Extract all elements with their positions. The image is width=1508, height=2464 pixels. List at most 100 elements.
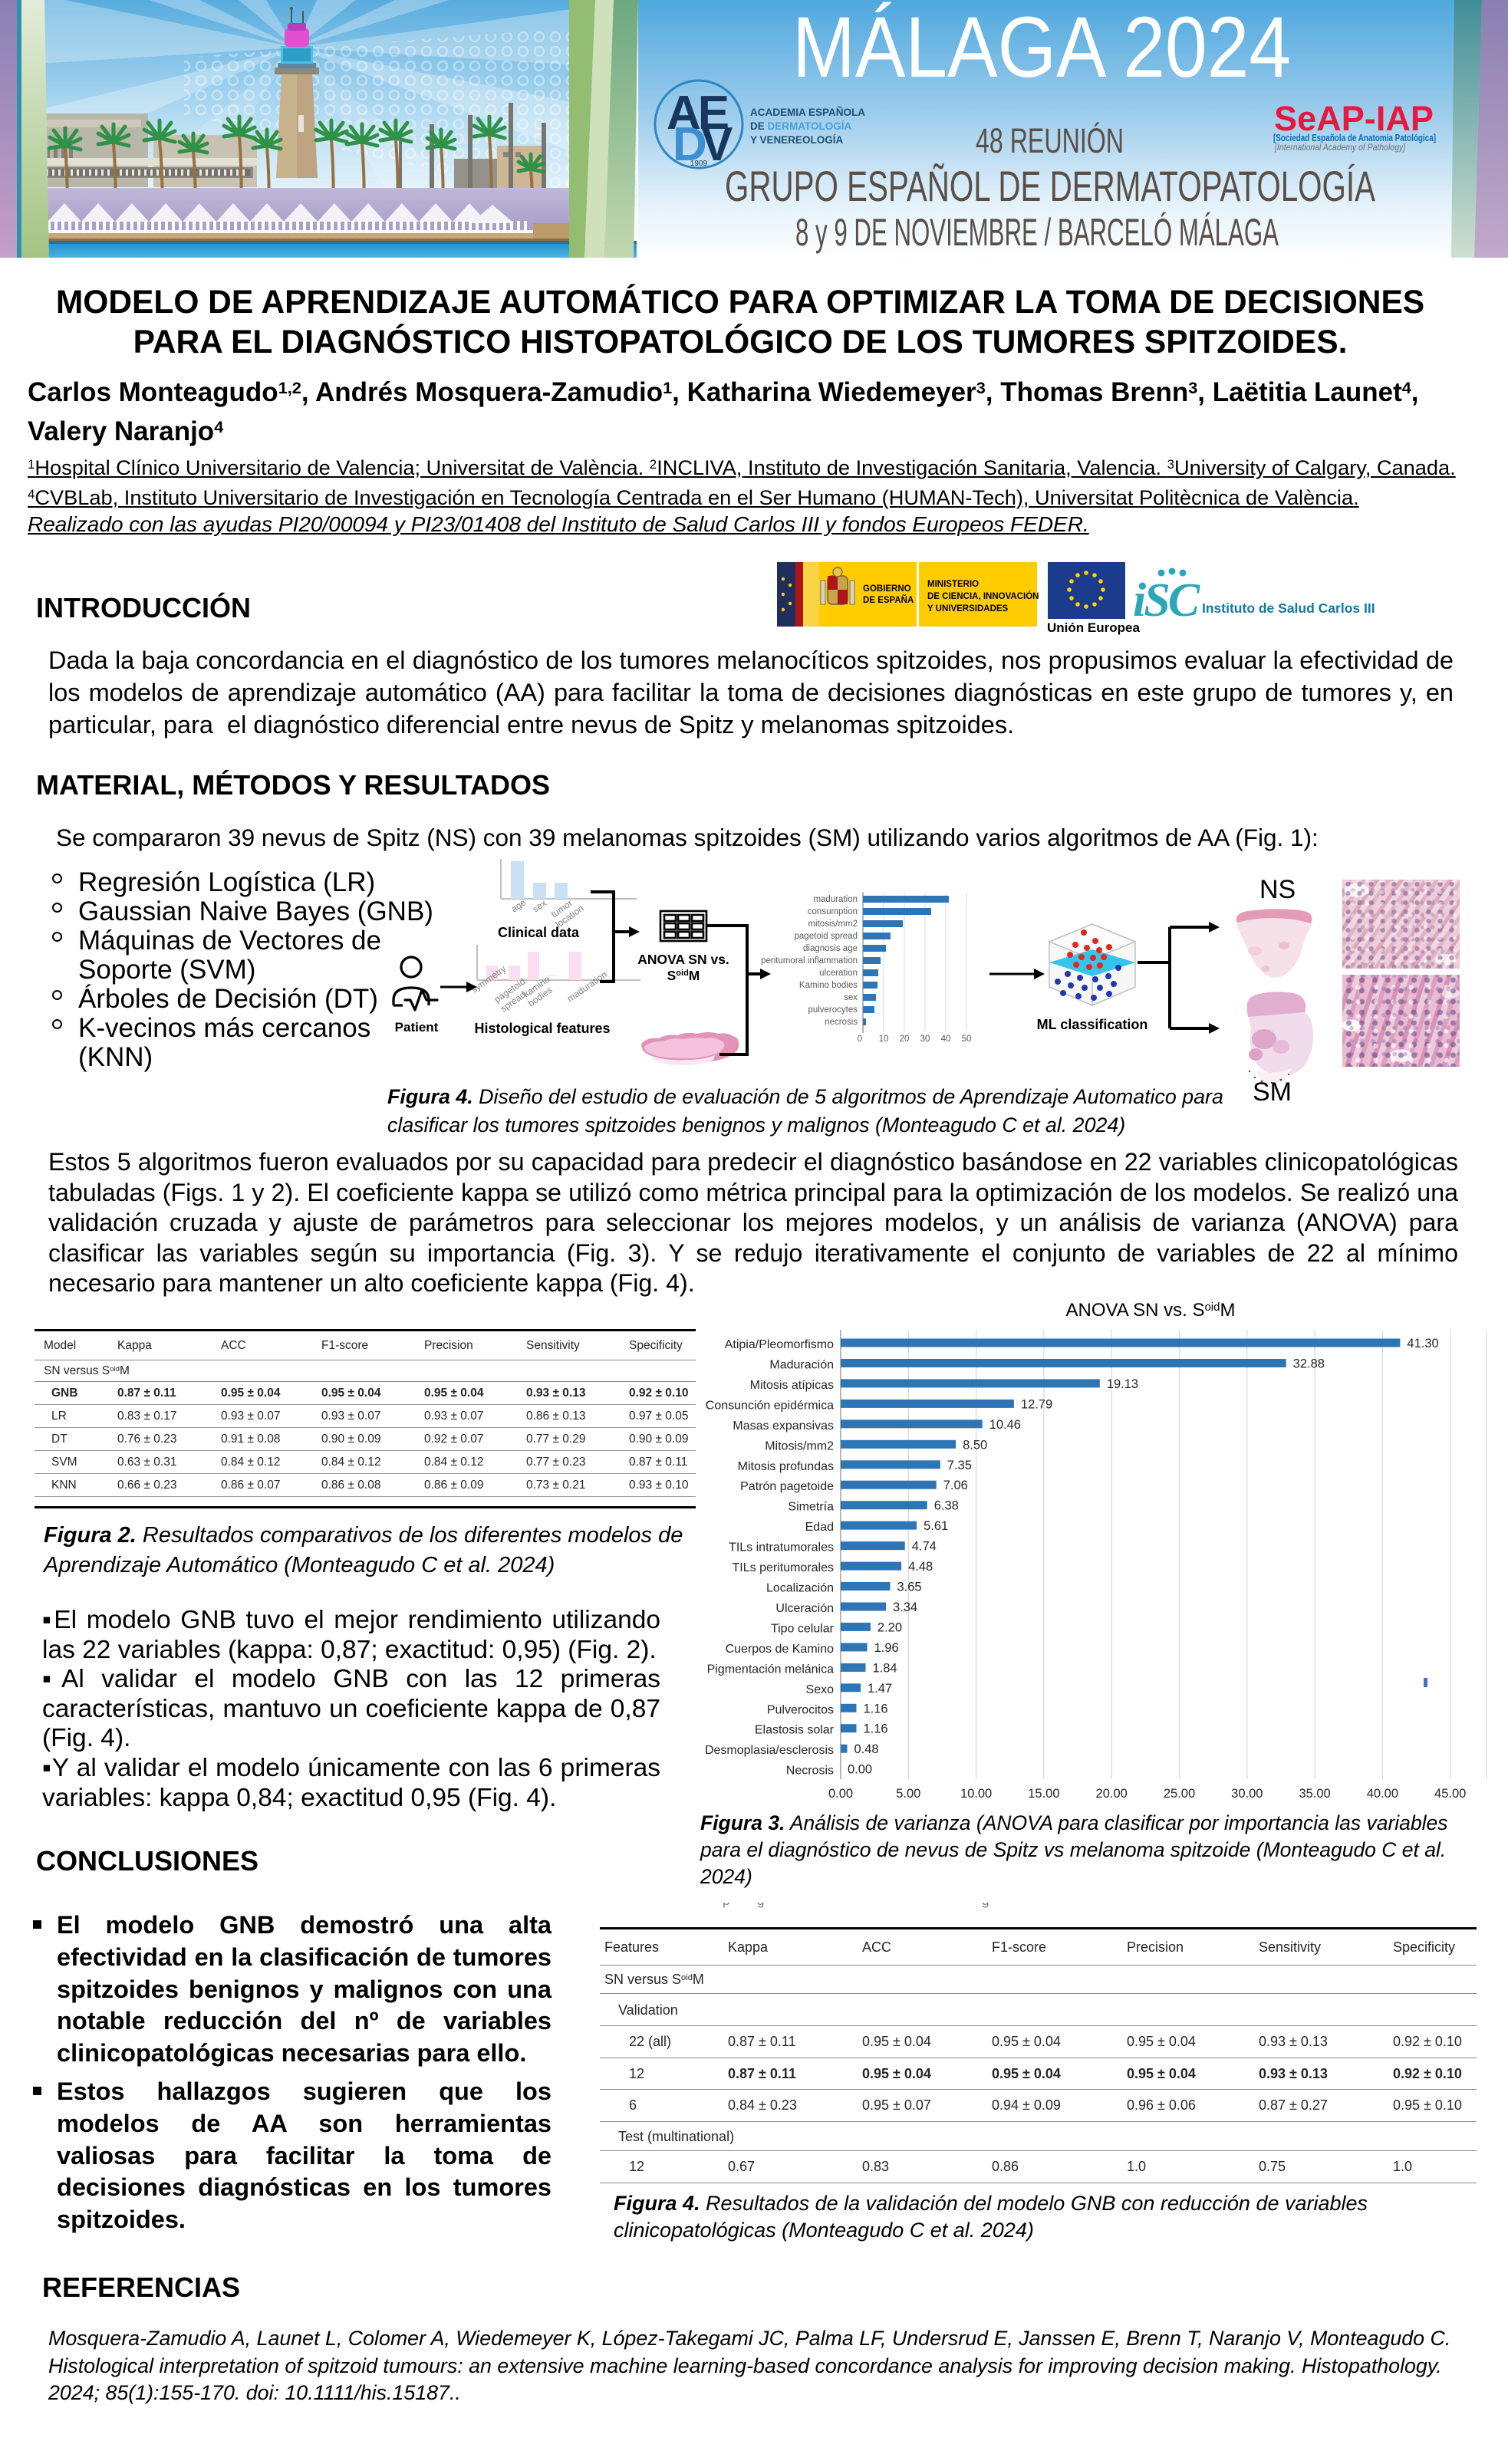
svg-text:0.48: 0.48 xyxy=(854,1742,879,1756)
svg-text:SM: SM xyxy=(1253,1077,1292,1107)
svg-text:Desmoplasia/esclerosis: Desmoplasia/esclerosis xyxy=(705,1744,834,1757)
svg-text:Y VENEREOLOGÍA: Y VENEREOLOGÍA xyxy=(750,134,844,146)
svg-text:12.79: 12.79 xyxy=(1021,1397,1052,1411)
svg-text:1909: 1909 xyxy=(690,160,708,168)
svg-text:Masas expansivas: Masas expansivas xyxy=(733,1420,834,1433)
svg-text:3.34: 3.34 xyxy=(893,1600,917,1614)
svg-text:ACADEMIA ESPAÑOLA: ACADEMIA ESPAÑOLA xyxy=(750,107,865,118)
svg-text:6.38: 6.38 xyxy=(934,1499,959,1513)
svg-text:Pigmentación melánica: Pigmentación melánica xyxy=(707,1663,835,1676)
svg-text:Tipo celular: Tipo celular xyxy=(771,1622,835,1635)
svg-text:3.65: 3.65 xyxy=(897,1581,922,1594)
svg-text:7.06: 7.06 xyxy=(943,1479,968,1492)
svg-text:pagetoid spread: pagetoid spread xyxy=(795,932,858,941)
svg-text:MINISTERIO: MINISTERIO xyxy=(927,580,979,589)
svg-text:[Sociedad Española de Anatomía: [Sociedad Española de Anatomía Patológic… xyxy=(1273,132,1436,143)
svg-text:...: ... xyxy=(548,968,556,979)
svg-text:40: 40 xyxy=(941,1035,951,1044)
svg-text:DE CIENCIA, INNOVACIÓN: DE CIENCIA, INNOVACIÓN xyxy=(927,591,1039,601)
svg-text:10: 10 xyxy=(879,1035,889,1044)
svg-text:1.16: 1.16 xyxy=(864,1722,888,1736)
svg-text:ML classification: ML classification xyxy=(1037,1017,1148,1032)
svg-text:50: 50 xyxy=(962,1035,972,1044)
svg-text:sex: sex xyxy=(844,993,858,1002)
svg-text:Atipia/Pleomorfismo: Atipia/Pleomorfismo xyxy=(725,1338,834,1351)
svg-text:consumption: consumption xyxy=(808,907,858,916)
svg-text:Ulceración: Ulceración xyxy=(775,1602,834,1615)
svg-text:Necrosis: Necrosis xyxy=(786,1765,834,1778)
svg-text:maduration: maduration xyxy=(813,895,858,904)
svg-text:Mitosis atípicas: Mitosis atípicas xyxy=(750,1379,834,1392)
svg-text:SoidM: SoidM xyxy=(667,968,700,983)
svg-text:diagnosis age: diagnosis age xyxy=(803,944,858,953)
svg-text:DE DERMATOLOGÍA: DE DERMATOLOGÍA xyxy=(750,120,852,132)
svg-text:Kamino bodies: Kamino bodies xyxy=(799,981,858,990)
svg-text:pulverocytes: pulverocytes xyxy=(808,1005,858,1015)
svg-text:41.30: 41.30 xyxy=(1407,1337,1438,1350)
svg-text:Mitosis/mm2: Mitosis/mm2 xyxy=(765,1439,834,1452)
svg-text:40.00: 40.00 xyxy=(1367,1787,1398,1801)
svg-text:Edad: Edad xyxy=(805,1521,834,1534)
svg-text:ANOVA SN vs.: ANOVA SN vs. xyxy=(637,952,729,967)
svg-text:4.48: 4.48 xyxy=(908,1560,933,1574)
svg-text:necrosis: necrosis xyxy=(825,1018,858,1027)
svg-text:8.50: 8.50 xyxy=(963,1438,987,1452)
svg-text:30: 30 xyxy=(920,1035,930,1044)
svg-text:Simetría: Simetría xyxy=(788,1501,834,1514)
svg-text:GOBIERNO: GOBIERNO xyxy=(863,584,911,594)
svg-text:Instituto de Salud Carlos III: Instituto de Salud Carlos III xyxy=(1202,600,1375,616)
svg-text:Cuerpos de Kamino: Cuerpos de Kamino xyxy=(726,1643,835,1656)
svg-text:AE: AE xyxy=(667,87,728,140)
svg-text:SeAP-IAP: SeAP-IAP xyxy=(1274,99,1434,138)
svg-text:20: 20 xyxy=(900,1035,910,1044)
svg-text:D: D xyxy=(673,118,706,171)
svg-text:19.13: 19.13 xyxy=(1107,1377,1138,1391)
svg-text:MÁLAGA 2024: MÁLAGA 2024 xyxy=(792,0,1291,95)
svg-text:Patrón pagetoide: Patrón pagetoide xyxy=(740,1480,834,1493)
svg-text:ANOVA SN vs. SoidM: ANOVA SN vs. SoidM xyxy=(1066,1300,1236,1321)
svg-text:Patient: Patient xyxy=(395,1020,439,1035)
svg-text:peritumoral inflammation: peritumoral inflammation xyxy=(761,956,858,966)
svg-text:4.74: 4.74 xyxy=(912,1540,937,1554)
svg-text:0.00: 0.00 xyxy=(828,1787,853,1801)
svg-text:1.84: 1.84 xyxy=(873,1661,897,1675)
svg-text:Histological features: Histological features xyxy=(474,1021,610,1036)
svg-text:0: 0 xyxy=(858,1035,862,1044)
svg-text:Pulverocitos: Pulverocitos xyxy=(767,1703,834,1716)
svg-text:1.96: 1.96 xyxy=(874,1641,899,1655)
svg-text:Localización: Localización xyxy=(766,1582,834,1595)
svg-text:Mitosis profundas: Mitosis profundas xyxy=(738,1460,834,1473)
svg-text:sex: sex xyxy=(531,897,548,914)
svg-text:5.61: 5.61 xyxy=(924,1519,948,1533)
svg-text:35.00: 35.00 xyxy=(1299,1787,1330,1801)
svg-text:mitosis/mm2: mitosis/mm2 xyxy=(808,919,858,929)
svg-text:ulceration: ulceration xyxy=(819,969,858,978)
svg-text:2.20: 2.20 xyxy=(877,1620,902,1634)
svg-text:Elastosis solar: Elastosis solar xyxy=(755,1724,835,1737)
svg-text:TILs peritumorales: TILs peritumorales xyxy=(733,1561,835,1574)
svg-text:0.00: 0.00 xyxy=(848,1763,872,1777)
svg-text:10.46: 10.46 xyxy=(989,1418,1021,1432)
svg-text:Consunción epidérmica: Consunción epidérmica xyxy=(706,1399,834,1412)
svg-text:GRUPO ESPAÑOL DE DERMATOPATOLO: GRUPO ESPAÑOL DE DERMATOPATOLOGÍA xyxy=(725,162,1375,210)
svg-text:5.00: 5.00 xyxy=(896,1787,920,1801)
svg-text:Y UNIVERSIDADES: Y UNIVERSIDADES xyxy=(927,604,1009,614)
svg-text:48 REUNIÓN: 48 REUNIÓN xyxy=(976,121,1124,160)
svg-text:8 y 9 DE NOVIEMBRE / BARCELÓ M: 8 y 9 DE NOVIEMBRE / BARCELÓ MÁLAGA xyxy=(795,211,1279,254)
svg-text:20.00: 20.00 xyxy=(1096,1787,1128,1801)
svg-text:Maduración: Maduración xyxy=(769,1359,834,1372)
svg-text:7.35: 7.35 xyxy=(947,1459,972,1472)
svg-text:25.00: 25.00 xyxy=(1164,1787,1195,1801)
svg-text:NS: NS xyxy=(1259,875,1296,904)
svg-text:10.00: 10.00 xyxy=(960,1787,992,1801)
svg-text:1.47: 1.47 xyxy=(868,1682,892,1696)
svg-text:DE ESPAÑA: DE ESPAÑA xyxy=(863,595,914,605)
svg-text:45.00: 45.00 xyxy=(1434,1787,1466,1801)
svg-text:[International Academy of Path: [International Academy of Pathology] xyxy=(1274,142,1405,153)
svg-text:Unión Europea: Unión Europea xyxy=(1047,620,1140,635)
svg-text:iSC: iSC xyxy=(1133,574,1200,627)
svg-text:30.00: 30.00 xyxy=(1231,1787,1263,1801)
svg-text:TILs intratumorales: TILs intratumorales xyxy=(729,1541,834,1554)
svg-text:Sexo: Sexo xyxy=(806,1683,835,1696)
svg-text:Clinical data: Clinical data xyxy=(498,925,580,940)
